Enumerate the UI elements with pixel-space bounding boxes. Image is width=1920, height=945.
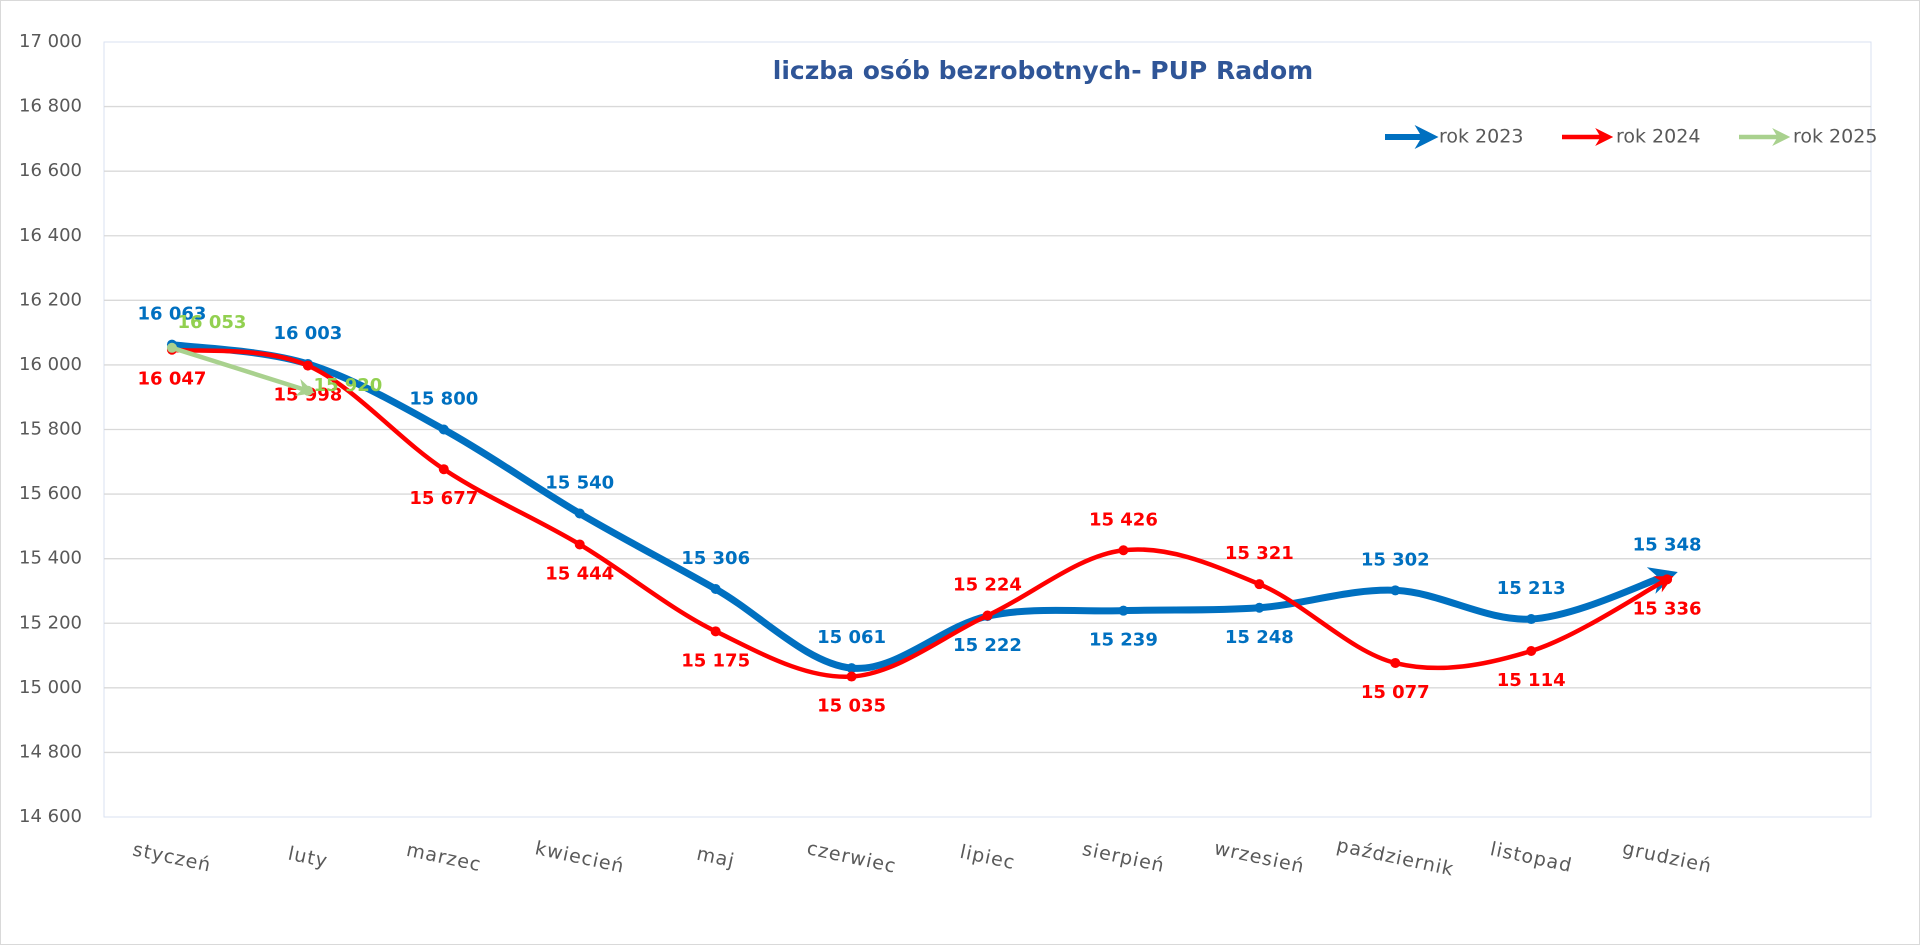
data-label: 15 920: [313, 375, 382, 396]
y-tick-label: 16 000: [19, 354, 82, 375]
y-tick-label: 14 800: [19, 741, 82, 762]
point: [710, 626, 721, 637]
data-label: 15 077: [1361, 682, 1430, 703]
y-tick-label: 16 200: [19, 289, 82, 310]
data-label: 15 348: [1633, 534, 1702, 555]
data-label: 15 336: [1633, 598, 1702, 619]
y-tick-label: 15 000: [19, 677, 82, 698]
point: [1254, 602, 1265, 613]
point: [846, 671, 857, 682]
data-label: 15 677: [409, 488, 478, 509]
data-label: 16 003: [273, 323, 342, 344]
point: [574, 539, 585, 550]
y-tick-label: 15 800: [19, 419, 82, 440]
point: [710, 584, 721, 595]
data-label: 15 224: [953, 575, 1022, 596]
point: [438, 424, 449, 435]
data-label: 16 053: [178, 312, 247, 333]
data-label: 15 426: [1089, 509, 1158, 530]
data-label: 15 239: [1089, 630, 1158, 651]
point: [1254, 579, 1265, 590]
point: [1118, 605, 1129, 616]
data-label: 15 114: [1497, 670, 1566, 691]
y-tick-label: 14 600: [19, 806, 82, 827]
data-label: 15 248: [1225, 627, 1294, 648]
data-label: 15 213: [1497, 578, 1566, 599]
data-label: 15 061: [817, 627, 886, 648]
point: [1526, 646, 1537, 657]
point: [302, 385, 313, 396]
data-label: 15 800: [409, 389, 478, 410]
point: [982, 610, 993, 621]
series-line: [169, 345, 315, 397]
y-tick-label: 16 800: [19, 96, 82, 117]
data-label: 15 302: [1361, 549, 1430, 570]
data-label: 16 063: [138, 304, 207, 325]
chart-title: liczba osób bezrobotnych- PUP Radom: [773, 56, 1313, 85]
point: [1526, 614, 1537, 625]
data-label: 15 321: [1225, 543, 1294, 564]
legend-label: rok 2024: [1616, 126, 1700, 148]
data-label: 15 175: [681, 650, 750, 671]
point: [1390, 585, 1401, 596]
data-label: 15 306: [681, 548, 750, 569]
y-tick-label: 15 400: [19, 548, 82, 569]
legend-label: rok 2023: [1439, 126, 1523, 148]
data-label: 15 222: [953, 635, 1022, 656]
legend-label: rok 2025: [1793, 126, 1877, 148]
y-tick-label: 16 600: [19, 160, 82, 181]
point: [302, 360, 313, 371]
data-label: 16 047: [138, 369, 207, 390]
series-line: [169, 347, 1674, 679]
y-tick-label: 15 600: [19, 483, 82, 504]
point: [166, 342, 177, 353]
data-label: 15 444: [545, 563, 614, 584]
y-tick-label: 17 000: [19, 31, 82, 52]
point: [1118, 545, 1129, 556]
y-tick-label: 16 400: [19, 225, 82, 246]
point: [438, 464, 449, 475]
y-tick-label: 15 200: [19, 612, 82, 633]
data-label: 15 540: [545, 472, 614, 493]
data-label: 15 035: [817, 696, 886, 717]
point: [1390, 657, 1401, 668]
point: [574, 508, 585, 519]
point: [846, 663, 857, 674]
point: [1662, 574, 1673, 585]
series-line: [168, 341, 1678, 672]
